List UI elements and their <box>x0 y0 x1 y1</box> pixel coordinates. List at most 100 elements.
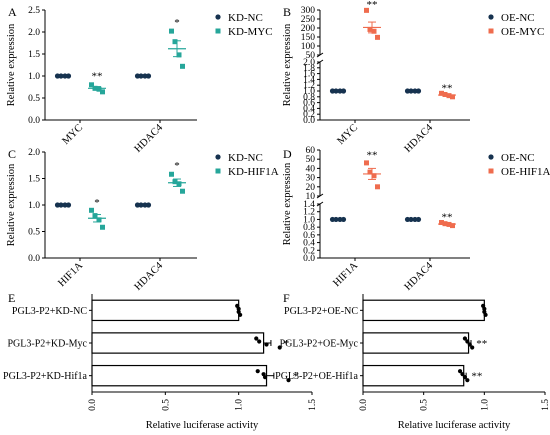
bar-category-label: PGL3-P2+KD-Hif1a <box>3 371 88 382</box>
y-tick-label: 1.4 <box>303 200 315 210</box>
bar-category-label: PGL3-P2+OE-NC <box>284 306 358 317</box>
significance-label: * <box>293 371 299 383</box>
x-tick-label: 1.0 <box>480 399 490 411</box>
y-axis-label: Relative expression <box>6 23 17 106</box>
y-tick-label: 1.0 <box>28 201 40 211</box>
y-tick-label: 20 <box>306 183 316 193</box>
data-point <box>286 378 291 383</box>
significance-label: ** <box>367 0 378 11</box>
data-point-oe-hif1a <box>371 173 377 179</box>
data-point-kd-hif1a <box>92 213 98 219</box>
legend-label: OE-HIF1A <box>501 166 550 178</box>
panel-c: C 0.0 0.5 1.0 1.5 2.0 Relative expression HIF1A… <box>6 147 279 293</box>
data-point <box>462 336 468 341</box>
data-point <box>462 375 468 380</box>
legend-marker-oe-nc <box>488 14 494 20</box>
bar <box>91 364 268 387</box>
y-tick-label: 0.6 <box>303 231 315 241</box>
data-point-kd-myc <box>176 52 182 58</box>
y-tick-label: 0.8 <box>303 93 315 103</box>
data-point-kd-myc <box>169 28 174 34</box>
legend-marker-kd-myc <box>215 28 221 34</box>
significance-label: ** <box>476 338 487 350</box>
legend-label: KD-NC <box>228 12 263 24</box>
legend-marker-oe-hif1a <box>488 168 494 174</box>
y-tick-label: 200 <box>301 24 316 34</box>
data-point-kd-hif1a <box>176 181 182 187</box>
bar <box>362 364 465 387</box>
x-tick-label: HDAC4 <box>403 260 436 293</box>
panel-letter: E <box>8 291 15 305</box>
y-tick-label: 150 <box>301 33 316 43</box>
significance-label: ** <box>442 83 453 95</box>
panel-letter: B <box>283 5 291 19</box>
y-tick-label: 0.4 <box>303 104 315 114</box>
y-tick-label: 60 <box>306 146 316 156</box>
bar <box>91 299 240 322</box>
y-tick-label: 1.6 <box>303 70 315 80</box>
y-tick-label: 2.0 <box>303 58 315 68</box>
data-point-kd-myc <box>180 63 185 69</box>
significance-label: ** <box>442 212 453 224</box>
data-point-oe-myc <box>375 34 380 40</box>
bar-category-label: PGL3-P2+OE-Myc <box>280 339 359 350</box>
panel-e: E 0.0 0.5 1.0 1.5 Relative luciferase activit… <box>3 291 318 431</box>
legend-marker-oe-myc <box>488 28 494 34</box>
y-tick-label: 2.0 <box>28 28 40 38</box>
x-tick-label: 1.5 <box>541 399 550 411</box>
data-point <box>236 306 241 311</box>
x-tick-label: 1.5 <box>308 399 318 411</box>
data-point-oe-myc <box>371 28 377 34</box>
data-point-oe-myc <box>439 90 444 96</box>
data-point-oe-myc <box>450 94 455 100</box>
data-point-oe-hif1a <box>364 160 369 166</box>
data-point <box>483 312 488 317</box>
y-tick-label: 1.2 <box>303 208 315 218</box>
data-point-kd-nc <box>145 202 152 208</box>
data-point <box>467 342 472 347</box>
legend-label: KD-HIF1A <box>228 166 279 178</box>
data-point-kd-nc <box>145 73 152 79</box>
data-point <box>465 378 470 383</box>
data-point-kd-nc <box>138 202 144 208</box>
data-point <box>255 369 260 374</box>
significance-label: * <box>174 160 180 172</box>
significance-label: ** <box>471 371 482 383</box>
data-point <box>457 369 463 374</box>
bar <box>362 332 470 354</box>
x-axis-label: Relative luciferase activity <box>398 420 511 431</box>
y-tick-label: 0.5 <box>28 228 40 238</box>
y-tick-label: 0.4 <box>303 239 315 249</box>
x-tick-label: 0.5 <box>161 399 171 411</box>
data-point-oe-nc <box>333 88 339 94</box>
data-point-kd-hif1a <box>100 224 105 230</box>
y-tick-label: 250 <box>301 15 316 25</box>
x-axis-label: Relative luciferase activity <box>146 420 259 431</box>
y-tick-label: 1.0 <box>303 215 315 225</box>
y-tick-label: 0.0 <box>303 254 315 264</box>
data-point <box>262 375 268 380</box>
data-point-kd-nc <box>65 202 72 208</box>
data-point <box>470 345 475 350</box>
panel-a: A 0.0 0.5 1.0 1.5 2.0 2.5 Relative expression MY… <box>6 5 273 155</box>
y-tick-label: 2.5 <box>28 6 40 16</box>
significance-label: ** <box>92 71 103 83</box>
x-tick-label: 0.0 <box>359 399 369 411</box>
y-tick-label: 0.2 <box>303 110 315 120</box>
data-point-kd-hif1a <box>180 188 185 194</box>
panel-f: F 0.0 0.5 1.0 1.5 Relative luciferase activit… <box>275 291 550 431</box>
y-axis-label: Relative expression <box>282 162 293 245</box>
data-point-kd-myc <box>100 89 105 95</box>
legend-marker-kd-nc <box>215 14 221 20</box>
y-tick-label: 300 <box>301 6 316 16</box>
data-point-kd-nc <box>58 202 64 208</box>
x-tick-label: MYC <box>60 122 85 147</box>
data-point <box>264 342 269 347</box>
data-point-oe-hif1a <box>367 169 373 175</box>
y-tick-label: 1.4 <box>303 75 315 85</box>
x-tick-label: HDAC4 <box>133 260 166 293</box>
y-tick-label: 100 <box>301 42 316 52</box>
panel-letter: C <box>8 147 16 161</box>
legend-label: OE-NC <box>501 12 535 24</box>
